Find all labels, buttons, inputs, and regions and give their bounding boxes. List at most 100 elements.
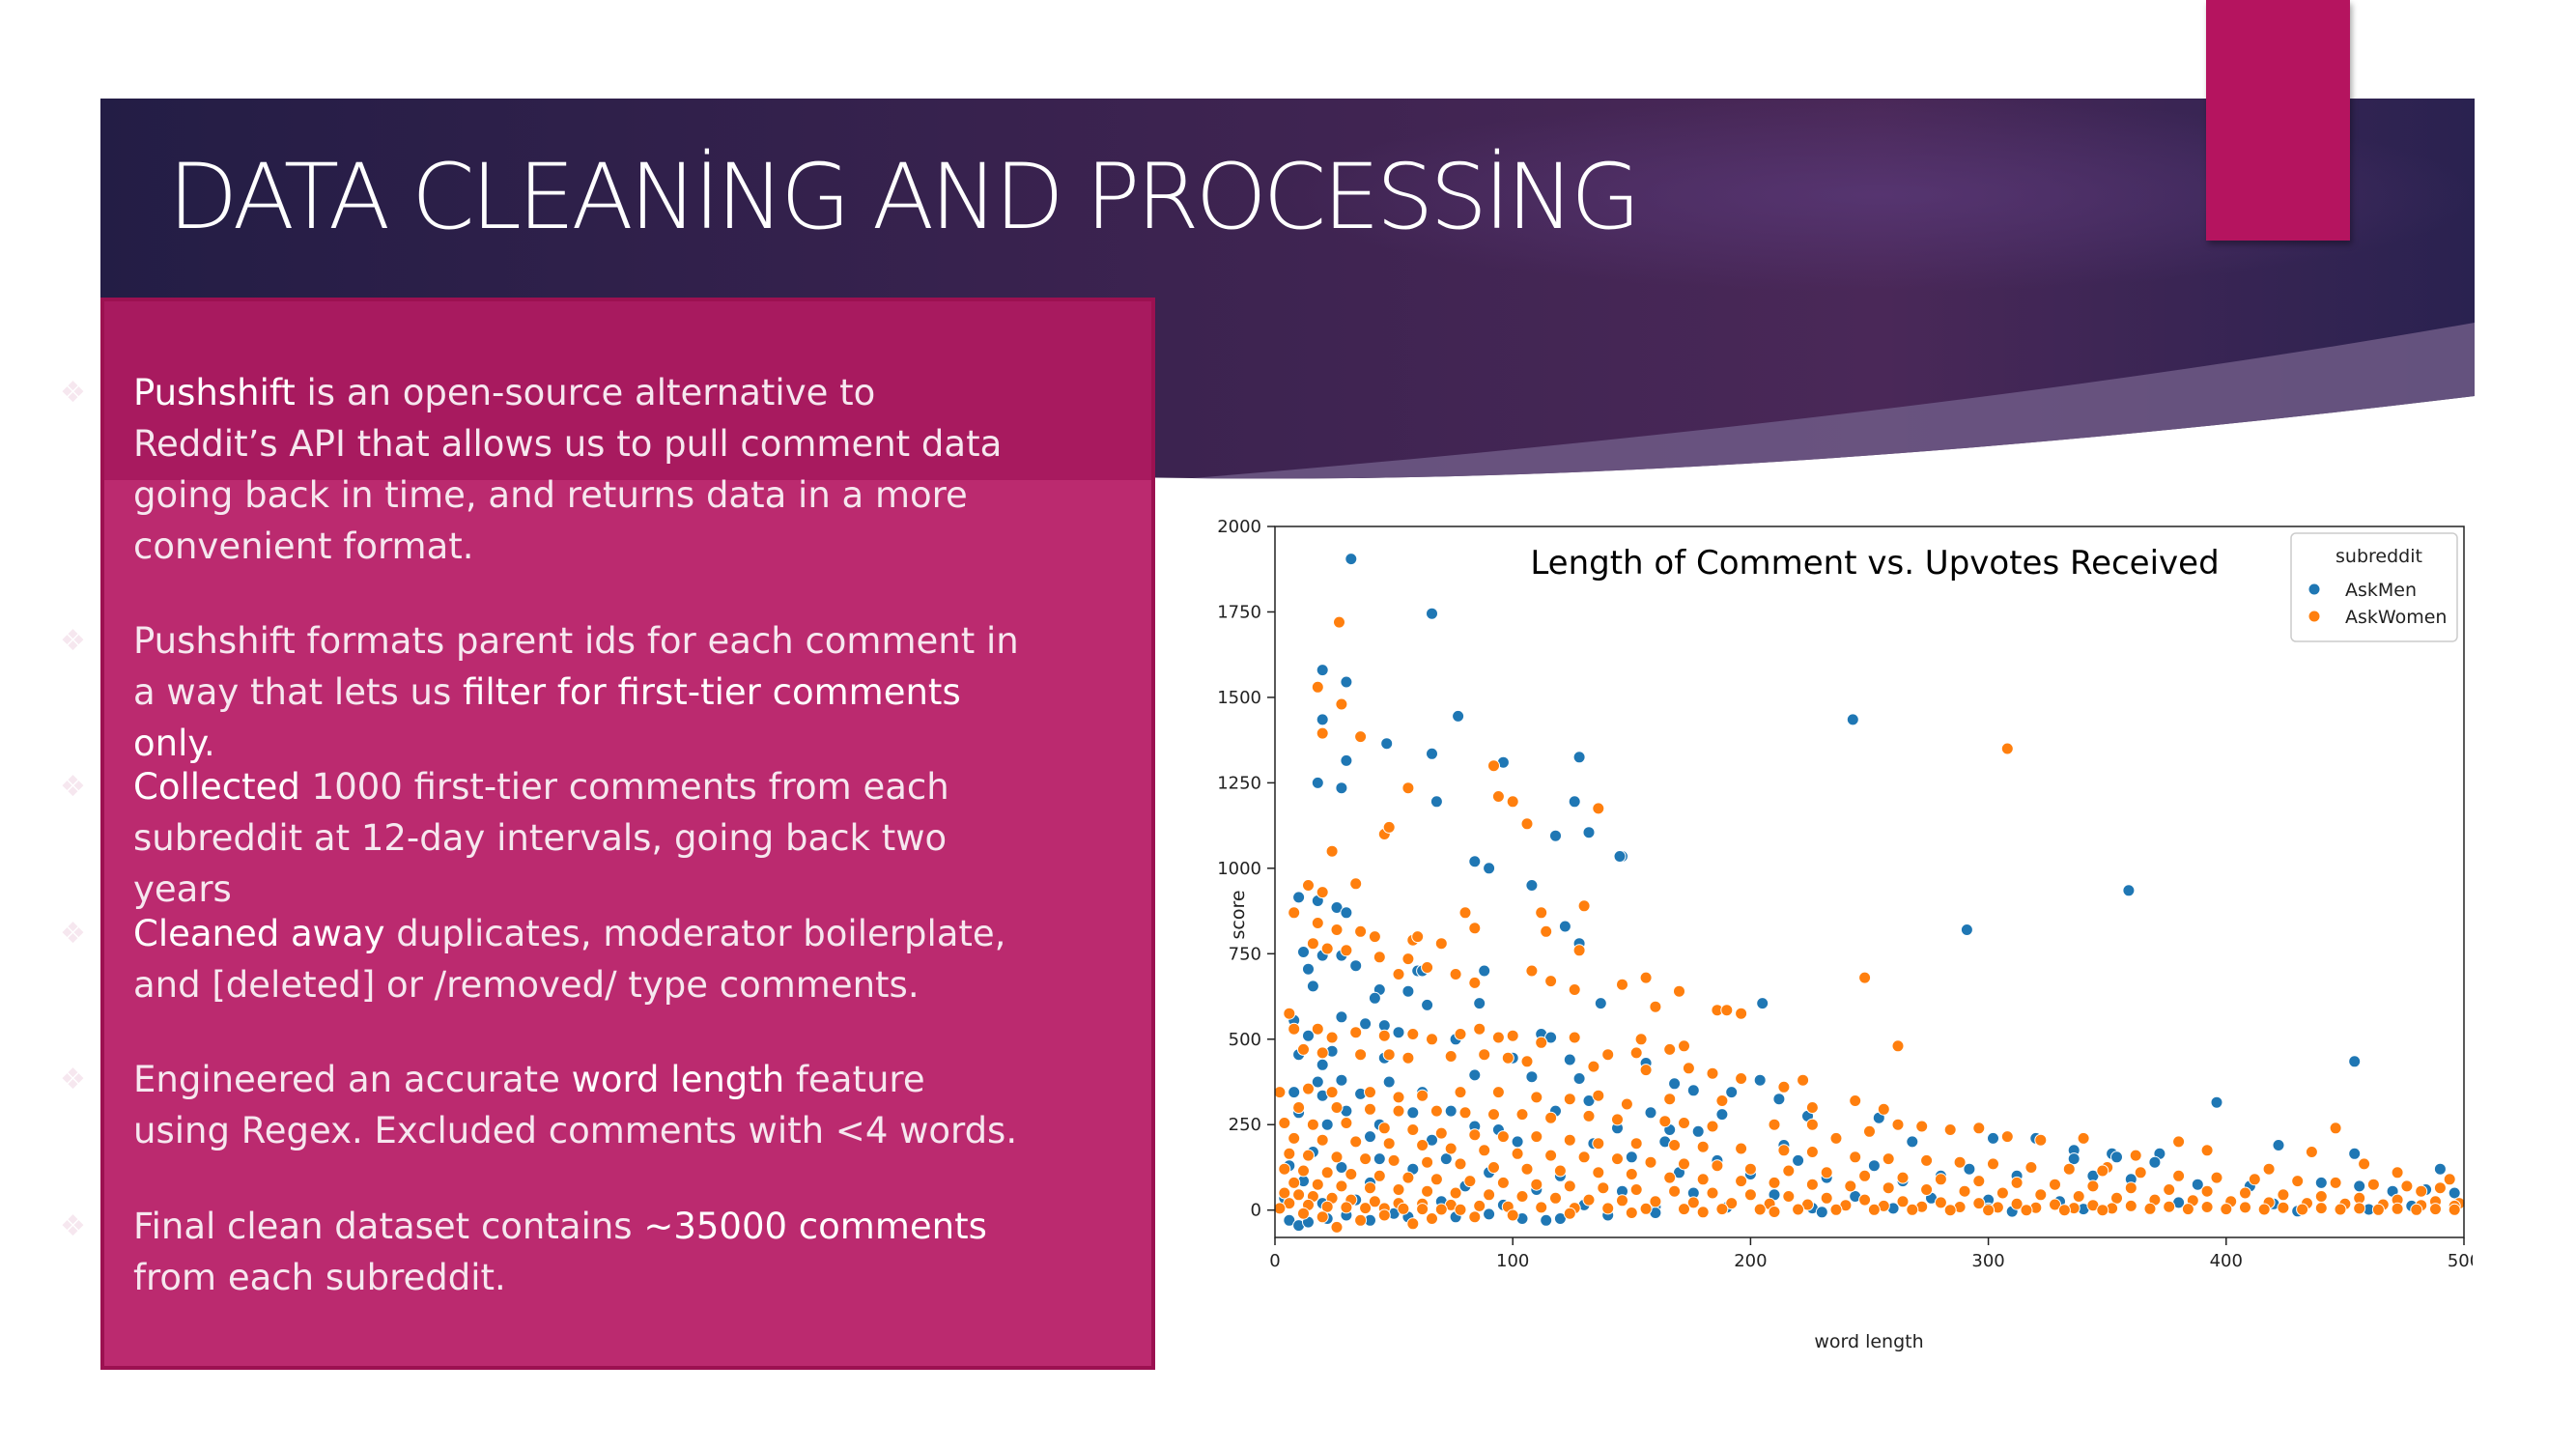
data-point-askwomen — [1349, 1026, 1363, 1039]
data-point-askwomen — [1354, 1048, 1368, 1062]
data-point-askwomen — [1735, 1175, 1748, 1188]
data-point-askmen — [1426, 747, 1438, 760]
data-point-askwomen — [2024, 1161, 2038, 1174]
data-point-askwomen — [1316, 1210, 1329, 1224]
data-point-askwomen — [2000, 1130, 2014, 1144]
data-point-askwomen — [2096, 1164, 2109, 1178]
data-point-askwomen — [1530, 1178, 1543, 1191]
data-point-askwomen — [1797, 1073, 1810, 1087]
data-point-askwomen — [1288, 1176, 1301, 1189]
data-point-askwomen — [2049, 1178, 2061, 1191]
data-point-askwomen — [1715, 1094, 1729, 1107]
data-point-askwomen — [1678, 1117, 1690, 1129]
data-point-askwomen — [1468, 922, 1482, 935]
data-point-askwomen — [1416, 1203, 1430, 1216]
data-point-askwomen — [1535, 906, 1548, 920]
data-point-askwomen — [1426, 1212, 1438, 1225]
data-point-askwomen — [1563, 1133, 1576, 1147]
data-point-askwomen — [1863, 1124, 1876, 1138]
data-point-askmen — [1368, 991, 1381, 1005]
data-point-askmen — [2191, 1178, 2204, 1191]
data-point-askwomen — [1364, 1102, 1376, 1116]
data-point-askwomen — [1673, 984, 1685, 998]
diamond-bullet-icon: ❖ — [60, 770, 86, 804]
data-point-askwomen — [1805, 1101, 1819, 1114]
data-point-askwomen — [1491, 1031, 1505, 1044]
diamond-bullet-icon: ❖ — [60, 624, 86, 658]
data-point-askwomen — [1611, 1152, 1624, 1166]
data-point-askmen — [1963, 1162, 1976, 1176]
bullet-body: . — [204, 723, 215, 764]
y-tick-label: 1750 — [1217, 602, 1261, 622]
data-point-askwomen — [1297, 1042, 1310, 1056]
data-point-askwomen — [1544, 975, 1558, 988]
data-point-askwomen — [1972, 1197, 1986, 1210]
data-point-askwomen — [1345, 1168, 1358, 1180]
data-point-askwomen — [1311, 1022, 1324, 1036]
data-point-askwomen — [2353, 1202, 2366, 1215]
data-point-askwomen — [1544, 1111, 1558, 1124]
data-point-askwomen — [1506, 1029, 1519, 1042]
data-point-askwomen — [1805, 1178, 1819, 1191]
data-point-askmen — [1340, 753, 1353, 767]
data-point-askmen — [2148, 1155, 2162, 1169]
data-point-askwomen — [1468, 976, 1482, 989]
data-point-askmen — [1668, 1077, 1682, 1091]
data-point-askwomen — [2329, 1122, 2342, 1135]
data-point-askwomen — [1377, 1122, 1391, 1135]
data-point-askwomen — [1525, 964, 1539, 978]
data-point-askwomen — [1316, 726, 1329, 740]
data-point-askwomen — [1553, 1164, 1567, 1178]
data-point-askmen — [1311, 776, 1324, 789]
legend-marker-askwomen — [2307, 610, 2321, 623]
data-point-askwomen — [1392, 1104, 1405, 1118]
data-point-askmen — [1392, 1026, 1405, 1039]
data-point-askwomen — [1540, 924, 1553, 938]
y-tick-label: 1500 — [1217, 688, 1261, 708]
points-layer — [1273, 553, 2466, 1234]
data-point-askwomen — [1696, 1206, 1710, 1219]
data-point-askwomen — [2371, 1203, 2385, 1216]
data-point-askwomen — [1421, 1184, 1434, 1198]
data-point-askwomen — [1582, 1109, 1596, 1122]
data-point-askwomen — [2429, 1203, 2442, 1216]
data-point-askwomen — [2415, 1184, 2428, 1198]
data-point-askwomen — [1625, 1168, 1638, 1180]
data-point-askwomen — [1444, 1142, 1458, 1155]
data-point-askwomen — [1934, 1196, 1947, 1209]
data-point-askwomen — [1743, 1162, 1757, 1176]
data-point-askmen — [1483, 862, 1496, 875]
data-point-askwomen — [1629, 1183, 1643, 1196]
data-point-askwomen — [1696, 1140, 1710, 1153]
data-point-askwomen — [1340, 944, 1353, 957]
data-point-askwomen — [1335, 697, 1348, 711]
data-point-askwomen — [1364, 1181, 1376, 1195]
bullet-text: Cleaned away duplicates, moderator boile… — [133, 908, 1022, 1010]
data-point-askmen — [1439, 1152, 1453, 1166]
data-point-askwomen — [1382, 820, 1396, 834]
data-point-askwomen — [2248, 1173, 2261, 1186]
data-point-askwomen — [1377, 1208, 1391, 1222]
data-point-askwomen — [1283, 1147, 1296, 1160]
data-point-askwomen — [1601, 1202, 1615, 1215]
data-point-askwomen — [1292, 1188, 1306, 1202]
data-point-askwomen — [1382, 1137, 1396, 1151]
data-point-askwomen — [1306, 937, 1319, 951]
data-point-askwomen — [1316, 1046, 1329, 1060]
data-point-askmen — [1772, 1093, 1786, 1106]
data-point-askmen — [1691, 1124, 1705, 1138]
data-point-askwomen — [1549, 1191, 1562, 1205]
data-point-askwomen — [1297, 1207, 1310, 1220]
data-point-askwomen — [1535, 1201, 1548, 1214]
data-point-askwomen — [2277, 1201, 2290, 1214]
x-tick-label: 100 — [1496, 1251, 1529, 1271]
data-point-askmen — [1373, 1152, 1386, 1166]
data-point-askmen — [1430, 795, 1443, 809]
data-point-askmen — [1483, 1208, 1496, 1221]
bullet-text: Pushshift is an open-source alternative … — [133, 367, 1022, 572]
data-point-askwomen — [1478, 1144, 1491, 1157]
data-point-askmen — [2210, 1095, 2223, 1109]
data-point-askwomen — [1735, 1007, 1748, 1020]
legend-label-askmen: AskMen — [2345, 580, 2417, 601]
